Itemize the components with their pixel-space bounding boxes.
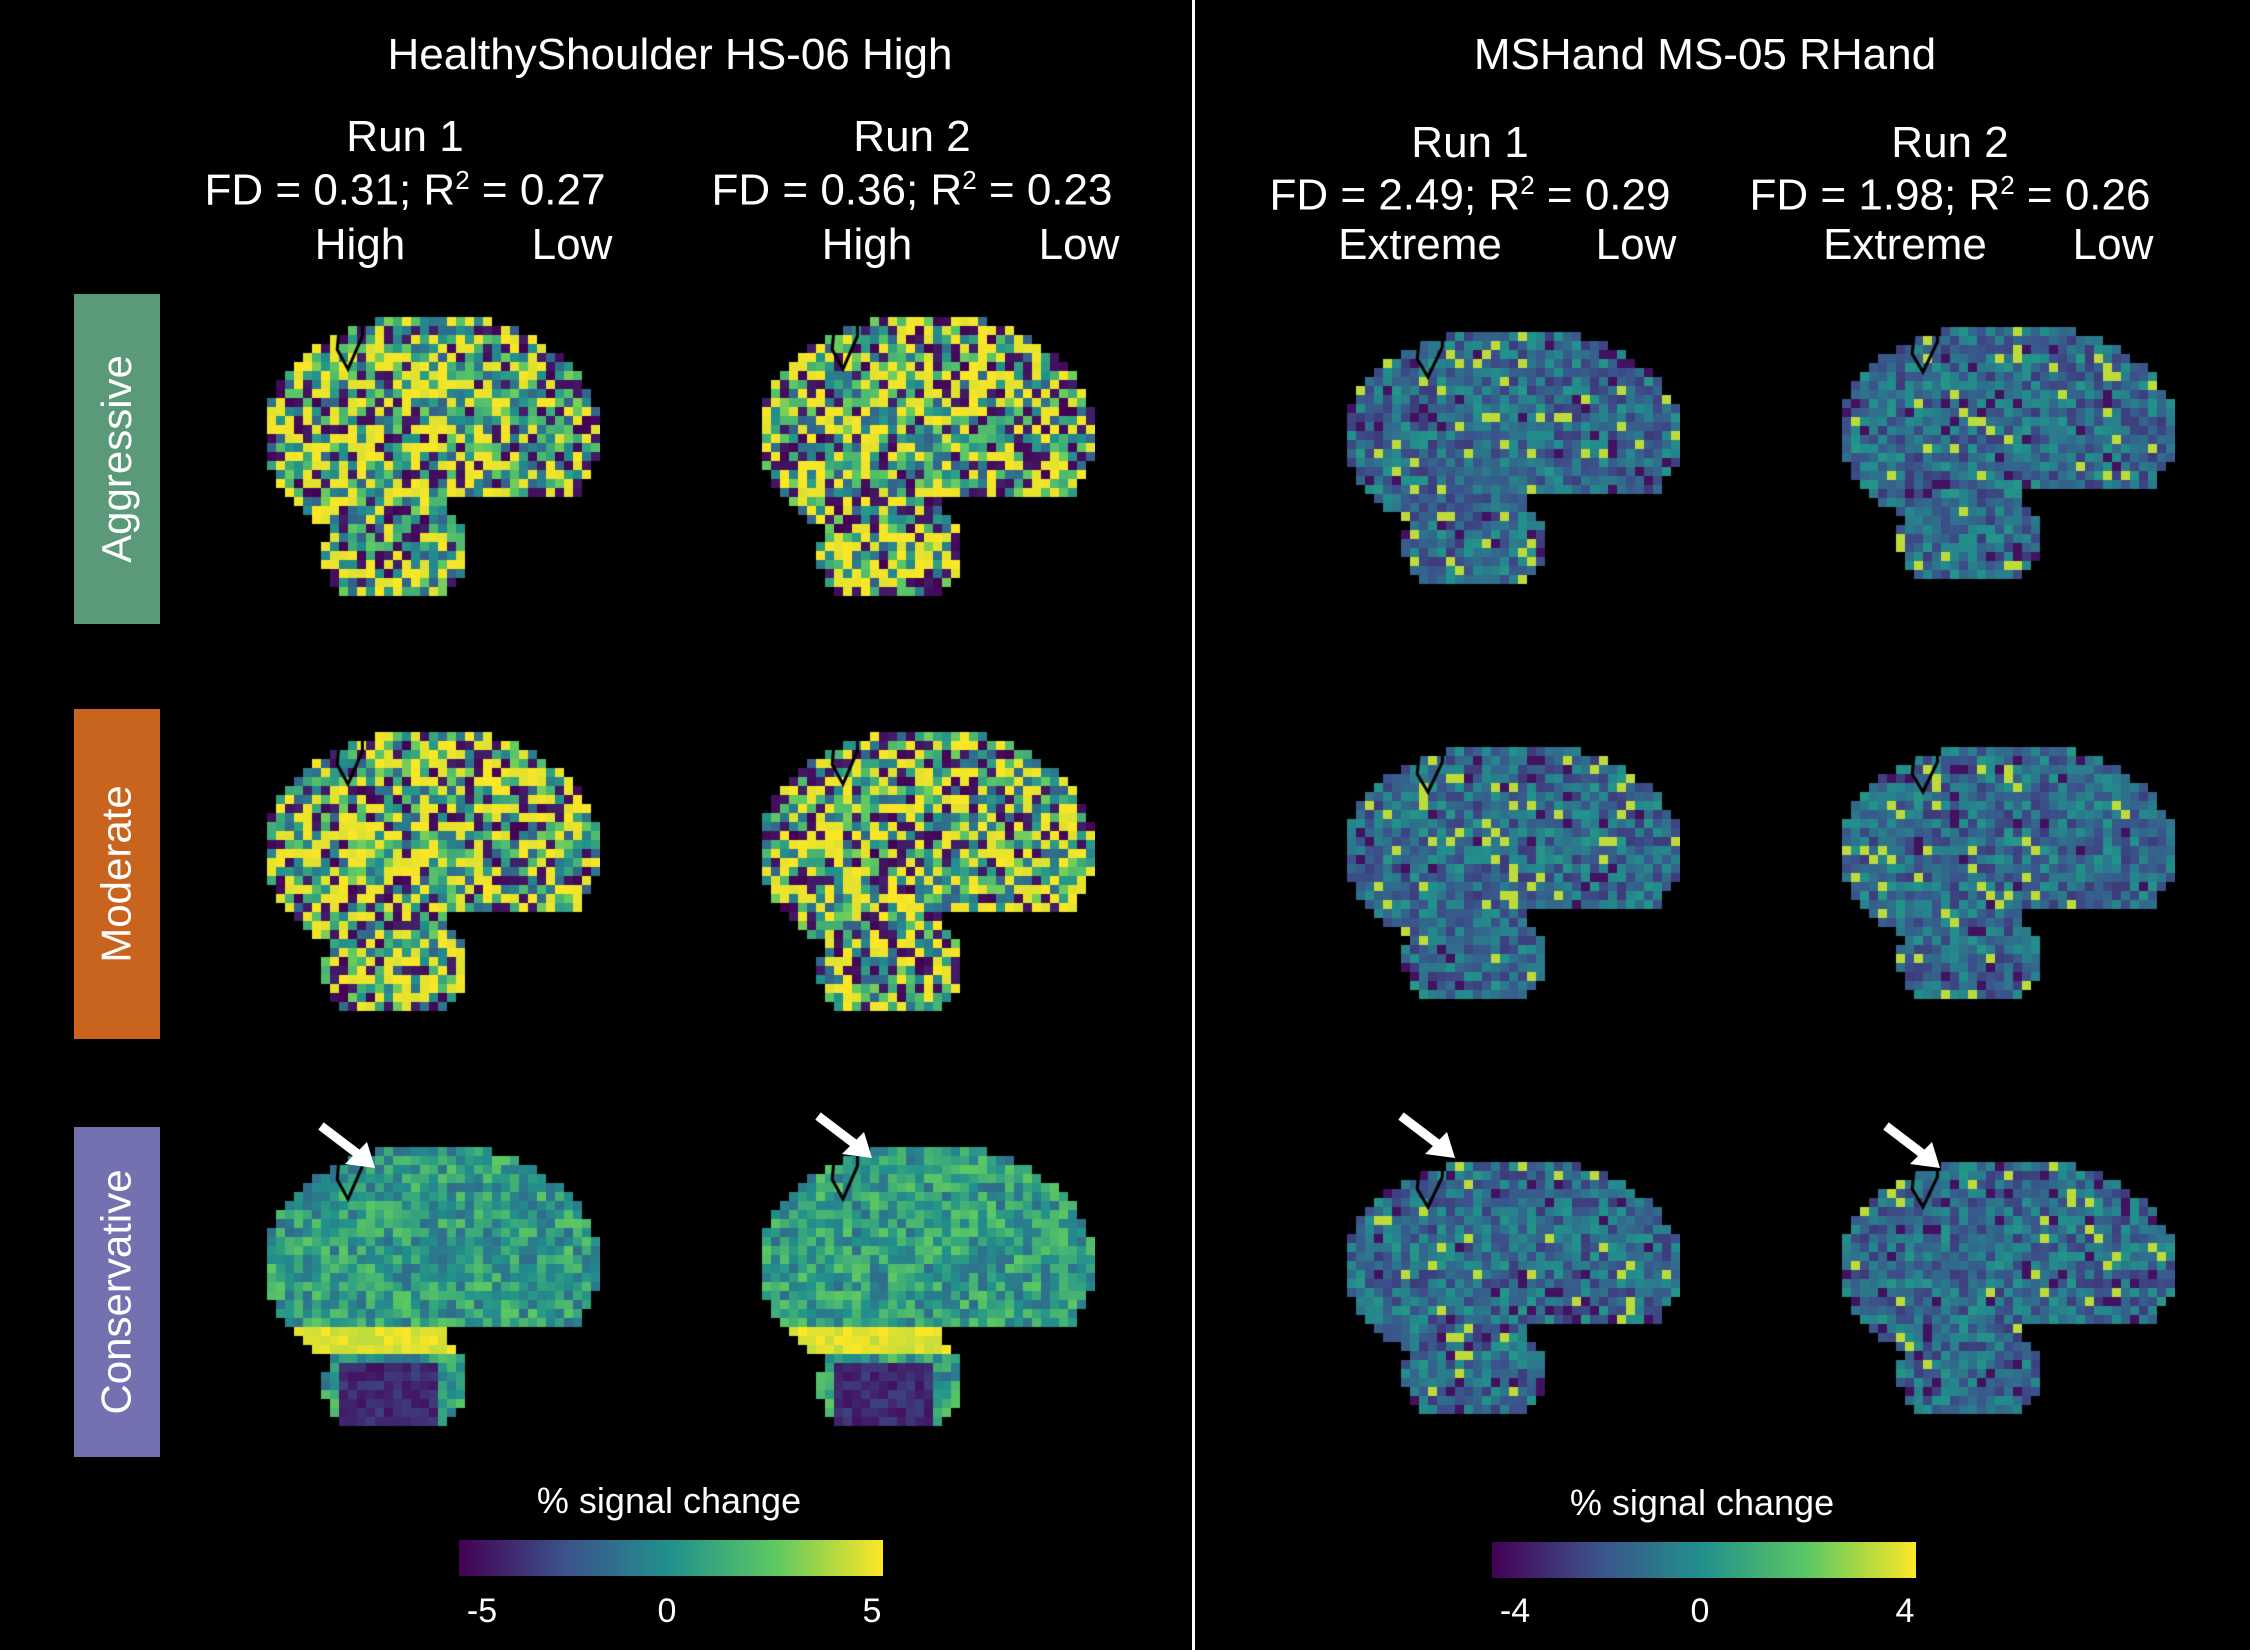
colorbar-right [1492,1542,1916,1578]
brain-map-ms-run1-moderate [1320,720,1680,1020]
row-label-aggressive: Aggressive [74,294,160,624]
brain-map-ms-run2-moderate [1815,720,2175,1020]
fd-r2-line: FD = 0.31; R2 = 0.27 [204,165,606,215]
brain-map-healthy-run2-conservative [735,1120,1095,1450]
fit-level: Low [1038,220,1120,269]
colorbar-label: % signal change [1569,1482,1835,1523]
motion-level: High [314,220,406,269]
arrow-icon [815,1112,872,1158]
fd-r2-line: FD = 1.98; R2 = 0.26 [1749,170,2151,220]
colorbar-tick: -5 [466,1592,498,1630]
run-title: Run 1 [1411,118,1529,167]
fd-r2-line: FD = 0.36; R2 = 0.23 [711,165,1113,215]
arrow-icon [318,1122,375,1168]
fit-level: Low [1595,220,1677,269]
brain-map-ms-run2-aggressive [1815,300,2175,600]
brain-map-healthy-run1-conservative [240,1120,600,1450]
colorbar-tick: 4 [1895,1592,1915,1630]
colorbar-left [459,1540,883,1576]
colorbar-tick: 5 [862,1592,882,1630]
run-title: Run 2 [853,112,971,161]
row-label-conservative: Conservative [74,1127,160,1457]
colorbar-tick: 0 [657,1592,677,1630]
row-label-moderate: Moderate [74,709,160,1039]
brain-map-healthy-run1-aggressive [240,290,600,620]
fit-level: Low [2072,220,2154,269]
run-title: Run 2 [1891,118,2009,167]
colorbar-label: % signal change [536,1480,802,1521]
panel-title-left: HealthyShoulder HS-06 High [387,30,953,79]
colorbar-tick: -4 [1499,1592,1531,1630]
brain-map-ms-run2-conservative [1815,1135,2175,1435]
fit-level: Low [531,220,613,269]
brain-map-ms-run1-aggressive [1320,305,1680,605]
arrow-icon [1398,1112,1455,1158]
motion-level: Extreme [1823,220,1987,269]
fd-r2-line: FD = 2.49; R2 = 0.29 [1269,170,1671,220]
brain-map-ms-run1-conservative [1320,1135,1680,1435]
motion-level: High [821,220,913,269]
motion-level: Extreme [1338,220,1502,269]
brain-map-healthy-run2-moderate [735,705,1095,1035]
panel-title-right: MSHand MS-05 RHand [1473,30,1937,79]
arrow-icon [1883,1122,1940,1168]
colorbar-tick: 0 [1690,1592,1710,1630]
run-title: Run 1 [346,112,464,161]
brain-map-healthy-run1-moderate [240,705,600,1035]
brain-map-healthy-run2-aggressive [735,290,1095,620]
panel-divider [1192,0,1195,1650]
